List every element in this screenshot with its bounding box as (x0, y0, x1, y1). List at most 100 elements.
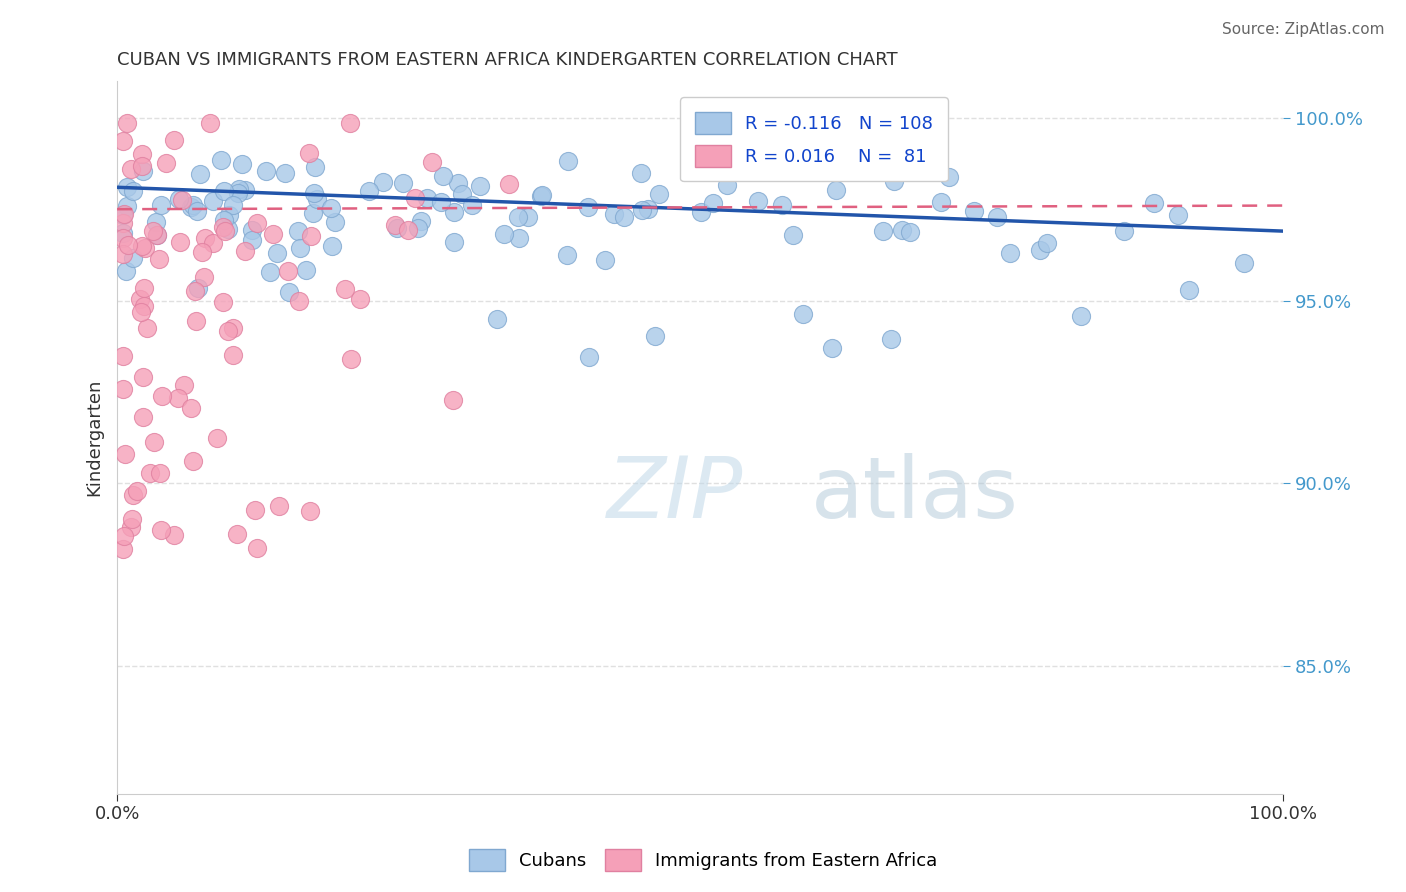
Point (228, 181, 250, 195)
Point (287, 293, 309, 308)
Point (217, 222, 239, 236)
Point (506, 211, 529, 225)
Point (530, 188, 553, 202)
Point (245, 541, 267, 555)
Point (880, 332, 903, 346)
Point (112, 529, 135, 543)
Point (963, 204, 986, 219)
Point (716, 178, 738, 193)
Point (319, 201, 342, 215)
Point (115, 199, 138, 213)
Point (1167, 208, 1189, 222)
Point (129, 305, 152, 319)
Point (132, 410, 155, 425)
Point (392, 176, 415, 190)
Point (111, 349, 134, 363)
Point (121, 488, 143, 502)
Point (180, 200, 202, 214)
Point (273, 166, 295, 180)
Point (1070, 309, 1092, 323)
Point (115, 116, 138, 130)
Point (384, 218, 406, 232)
Text: Source: ZipAtlas.com: Source: ZipAtlas.com (1222, 22, 1385, 37)
Point (770, 198, 793, 212)
Point (998, 245, 1021, 260)
Point (131, 147, 153, 161)
Point (263, 227, 285, 242)
Point (117, 238, 139, 252)
Point (132, 280, 155, 294)
Point (188, 167, 211, 181)
Point (111, 542, 134, 557)
Point (325, 215, 347, 229)
Point (111, 208, 134, 222)
Point (259, 264, 281, 278)
Point (155, 156, 177, 170)
Point (1143, 196, 1166, 211)
Point (644, 329, 666, 343)
Point (218, 208, 240, 222)
Point (555, 247, 578, 261)
Point (131, 159, 153, 173)
Point (183, 284, 205, 298)
Point (212, 213, 235, 227)
Point (290, 241, 312, 255)
Point (134, 241, 156, 255)
Point (630, 166, 652, 180)
Point (112, 207, 135, 221)
Point (190, 245, 212, 260)
Text: atlas: atlas (811, 453, 1019, 536)
Point (149, 523, 172, 537)
Legend: Cubans, Immigrants from Eastern Africa: Cubans, Immigrants from Eastern Africa (461, 842, 945, 879)
Point (212, 219, 235, 234)
Point (747, 194, 769, 208)
Point (792, 307, 814, 321)
Point (430, 194, 453, 209)
Point (169, 192, 191, 206)
Point (299, 504, 322, 518)
Point (112, 382, 135, 396)
Point (305, 192, 328, 206)
Point (169, 235, 191, 249)
Point (240, 233, 263, 247)
Point (396, 223, 419, 237)
Point (184, 314, 207, 328)
Point (690, 204, 713, 219)
Point (304, 161, 326, 175)
Point (193, 269, 215, 284)
Point (508, 231, 530, 245)
Point (222, 198, 245, 212)
Point (148, 252, 170, 266)
Point (148, 467, 170, 481)
Point (692, 142, 714, 156)
Point (557, 154, 579, 169)
Point (277, 285, 299, 300)
Point (181, 453, 204, 467)
Point (420, 155, 443, 169)
Point (485, 311, 508, 326)
Point (217, 324, 239, 338)
Point (411, 214, 433, 228)
Point (111, 231, 134, 245)
Point (530, 189, 553, 203)
Point (451, 187, 474, 202)
Point (132, 370, 155, 384)
Point (872, 224, 894, 238)
Point (162, 527, 184, 541)
Legend: R = -0.116   N = 108, R = 0.016    N =  81: R = -0.116 N = 108, R = 0.016 N = 81 (681, 97, 948, 181)
Point (294, 263, 316, 277)
Point (441, 392, 464, 407)
Point (145, 215, 167, 229)
Point (212, 184, 235, 198)
Point (637, 202, 659, 216)
Point (202, 194, 225, 208)
Point (139, 466, 162, 480)
Point (134, 299, 156, 313)
Point (111, 216, 134, 230)
Point (120, 519, 142, 533)
Point (1178, 283, 1201, 297)
Point (269, 499, 291, 513)
Point (136, 320, 159, 334)
Point (339, 116, 361, 130)
Point (406, 221, 429, 235)
